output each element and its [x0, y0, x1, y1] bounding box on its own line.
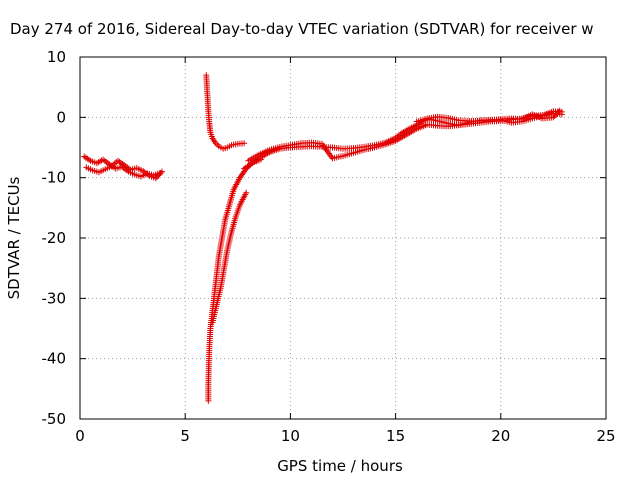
x-tick-label: 15 — [386, 427, 405, 445]
y-axis-label: SDTVAR / TECUs — [5, 176, 23, 299]
x-tick-label: 0 — [75, 427, 85, 445]
data-point-interp — [155, 172, 162, 179]
data-point — [550, 114, 557, 121]
data-point-interp — [552, 111, 559, 118]
y-tick-label: 0 — [56, 108, 66, 126]
chart-title: Day 274 of 2016, Sidereal Day-to-day VTE… — [10, 20, 594, 38]
x-tick-label: 20 — [491, 427, 510, 445]
y-tick-label: -50 — [42, 410, 67, 428]
y-tick-label: -40 — [42, 350, 67, 368]
data-point-interp — [156, 171, 163, 178]
y-tick-label: -20 — [42, 229, 67, 247]
data-point — [243, 189, 250, 196]
grid — [80, 57, 606, 419]
axis-ticks: 0 5 10 15 20 25 -50 -40 -30 -20 -10 0 10 — [42, 48, 616, 445]
x-tick-label: 25 — [596, 427, 615, 445]
data-point — [556, 107, 563, 114]
data-point — [159, 168, 166, 175]
y-tick-label: -30 — [42, 289, 67, 307]
data-point-interp — [157, 169, 164, 176]
data-point — [241, 140, 248, 147]
y-tick-label: 10 — [47, 48, 66, 66]
x-tick-label: 10 — [281, 427, 300, 445]
data-point — [152, 175, 159, 182]
data-point-interp — [551, 113, 558, 120]
plot-frame — [79, 56, 607, 420]
data-point-interp — [154, 173, 161, 180]
y-tick-label: -10 — [42, 169, 67, 187]
data-point-interp — [214, 141, 221, 148]
data-points — [81, 72, 565, 404]
data-point-interp — [555, 109, 562, 116]
x-tick-label: 5 — [180, 427, 190, 445]
x-axis-label: GPS time / hours — [277, 457, 403, 475]
data-point-interp — [554, 110, 561, 117]
